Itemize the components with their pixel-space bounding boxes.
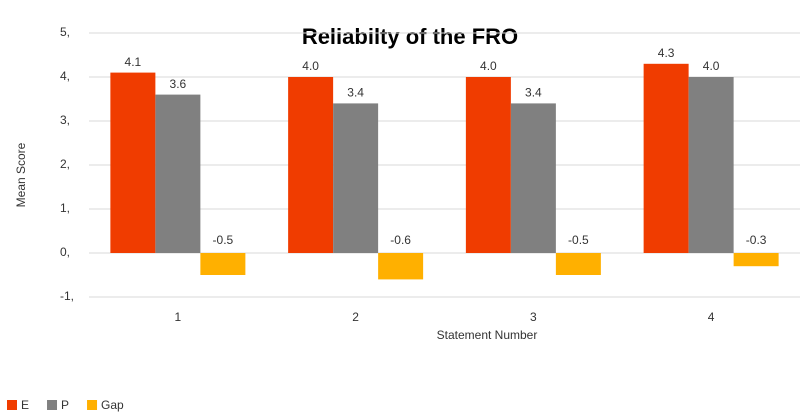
data-label: 3.6 — [170, 77, 187, 91]
y-tick-label: 1, — [60, 201, 70, 215]
y-tick-label: 0, — [60, 245, 70, 259]
bar — [465, 77, 511, 253]
legend-label: P — [61, 398, 69, 412]
data-label: -0.5 — [568, 233, 589, 247]
chart-title: Reliabilty of the FRO — [302, 24, 518, 49]
y-tick-label: 4, — [60, 69, 70, 83]
x-axis-label: Statement Number — [437, 328, 538, 342]
x-tick-label: 2 — [352, 310, 359, 324]
data-label: 4.0 — [480, 59, 497, 73]
x-tick-label: 3 — [530, 310, 537, 324]
bar — [733, 253, 779, 267]
legend-swatch — [47, 400, 58, 410]
bar — [333, 103, 379, 254]
legend-swatch — [87, 400, 98, 410]
bar — [200, 253, 246, 275]
x-tick-label: 1 — [175, 310, 182, 324]
legend-swatch — [7, 400, 17, 410]
bar — [110, 72, 156, 253]
y-tick-label: 3, — [60, 113, 70, 127]
x-tick-label: 4 — [708, 310, 715, 324]
bar — [288, 77, 334, 253]
legend-label: E — [21, 398, 29, 412]
data-label: -0.3 — [746, 233, 767, 247]
bar — [643, 63, 689, 253]
legend-label: Gap — [101, 398, 124, 412]
y-tick-label: 5, — [60, 25, 70, 39]
data-label: 4.1 — [125, 55, 142, 69]
y-tick-label: 2, — [60, 157, 70, 171]
data-label: -0.5 — [213, 233, 234, 247]
bar — [510, 103, 556, 254]
bar — [555, 253, 601, 275]
bar — [378, 253, 424, 280]
data-label: 3.4 — [347, 86, 364, 100]
data-label: 4.3 — [658, 46, 675, 60]
bar — [155, 94, 201, 253]
y-tick-label: -1, — [60, 289, 74, 303]
data-label: 4.0 — [703, 59, 720, 73]
data-label: -0.6 — [390, 233, 411, 247]
bar — [688, 77, 734, 253]
y-axis-label: Mean Score — [14, 142, 28, 207]
data-label: 3.4 — [525, 86, 542, 100]
data-label: 4.0 — [302, 59, 319, 73]
